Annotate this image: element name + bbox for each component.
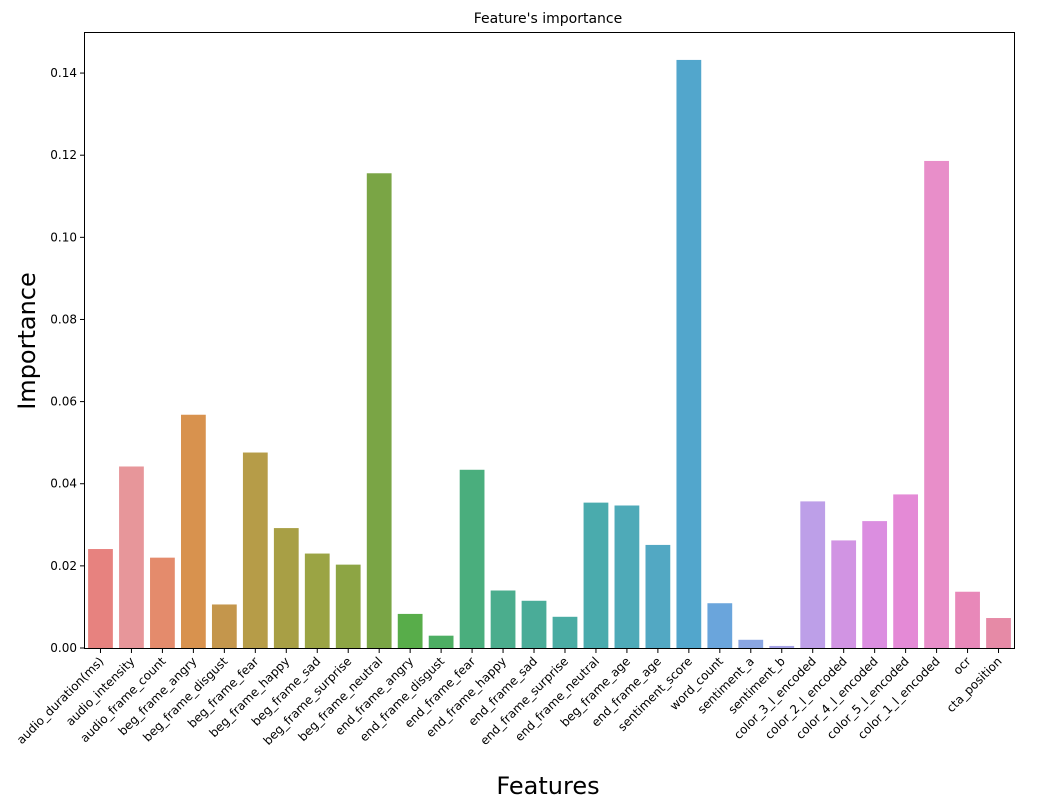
bar-end_frame_disgust (428, 635, 454, 648)
bar-sentiment_b (769, 645, 795, 648)
bar-beg_frame_fear (242, 452, 268, 648)
bar-beg_frame_happy (273, 528, 299, 648)
bar-end_frame_neutral (583, 502, 609, 648)
bar-end_frame_happy (490, 590, 516, 648)
bar-sentiment_score (676, 59, 702, 648)
bar-beg_frame_surprise (335, 564, 361, 648)
bar-color_3_l_encoded (800, 501, 826, 648)
bar-beg_frame_age (614, 505, 640, 648)
x-axis-ticks: audio_duration(ms)audio_intensityaudio_f… (14, 648, 1005, 748)
y-axis-label: Importance (13, 272, 41, 410)
bar-end_frame_angry (397, 613, 423, 648)
bar-end_frame_fear (459, 469, 485, 648)
bar-word_count (707, 603, 733, 648)
bar-beg_frame_neutral (366, 173, 392, 648)
bars (88, 59, 1011, 648)
bar-audio_duration(ms) (88, 549, 113, 648)
bar-end_frame_age (645, 544, 671, 648)
bar-color_1_l_encoded (924, 160, 949, 648)
bar-ocr (955, 591, 980, 648)
bar-color_4_l_encoded (862, 521, 888, 648)
y-tick-label: 0.10 (50, 230, 77, 244)
y-tick-label: 0.12 (50, 148, 77, 162)
y-axis-ticks: 0.00 0.02 0.04 0.06 0.08 0.10 0.12 0.14 (50, 66, 85, 655)
bar-cta_position (986, 618, 1011, 648)
x-tick-label: cta_position (944, 654, 1005, 715)
bar-beg_frame_angry (180, 414, 206, 648)
x-tick-label: ocr (950, 654, 973, 677)
bar-color_5_l_encoded (893, 494, 919, 648)
y-tick-label: 0.04 (50, 477, 77, 491)
bar-beg_frame_disgust (211, 604, 237, 648)
plot-frame (84, 32, 1015, 649)
y-tick-label: 0.14 (50, 66, 77, 80)
bar-end_frame_sad (521, 600, 547, 648)
bar-audio_frame_count (150, 557, 175, 648)
y-tick-label: 0.00 (50, 641, 77, 655)
y-tick-label: 0.08 (50, 312, 77, 326)
chart-title: Feature's importance (474, 11, 622, 27)
bar-audio_intensity (119, 466, 144, 648)
y-tick-label: 0.02 (50, 559, 77, 573)
bar-color_2_l_encoded (831, 540, 857, 648)
bar-beg_frame_sad (304, 553, 330, 648)
y-tick-label: 0.06 (50, 395, 77, 409)
x-axis-label: Features (496, 772, 599, 800)
bar-end_frame_surprise (552, 616, 578, 648)
bar-sentiment_a (738, 639, 764, 648)
